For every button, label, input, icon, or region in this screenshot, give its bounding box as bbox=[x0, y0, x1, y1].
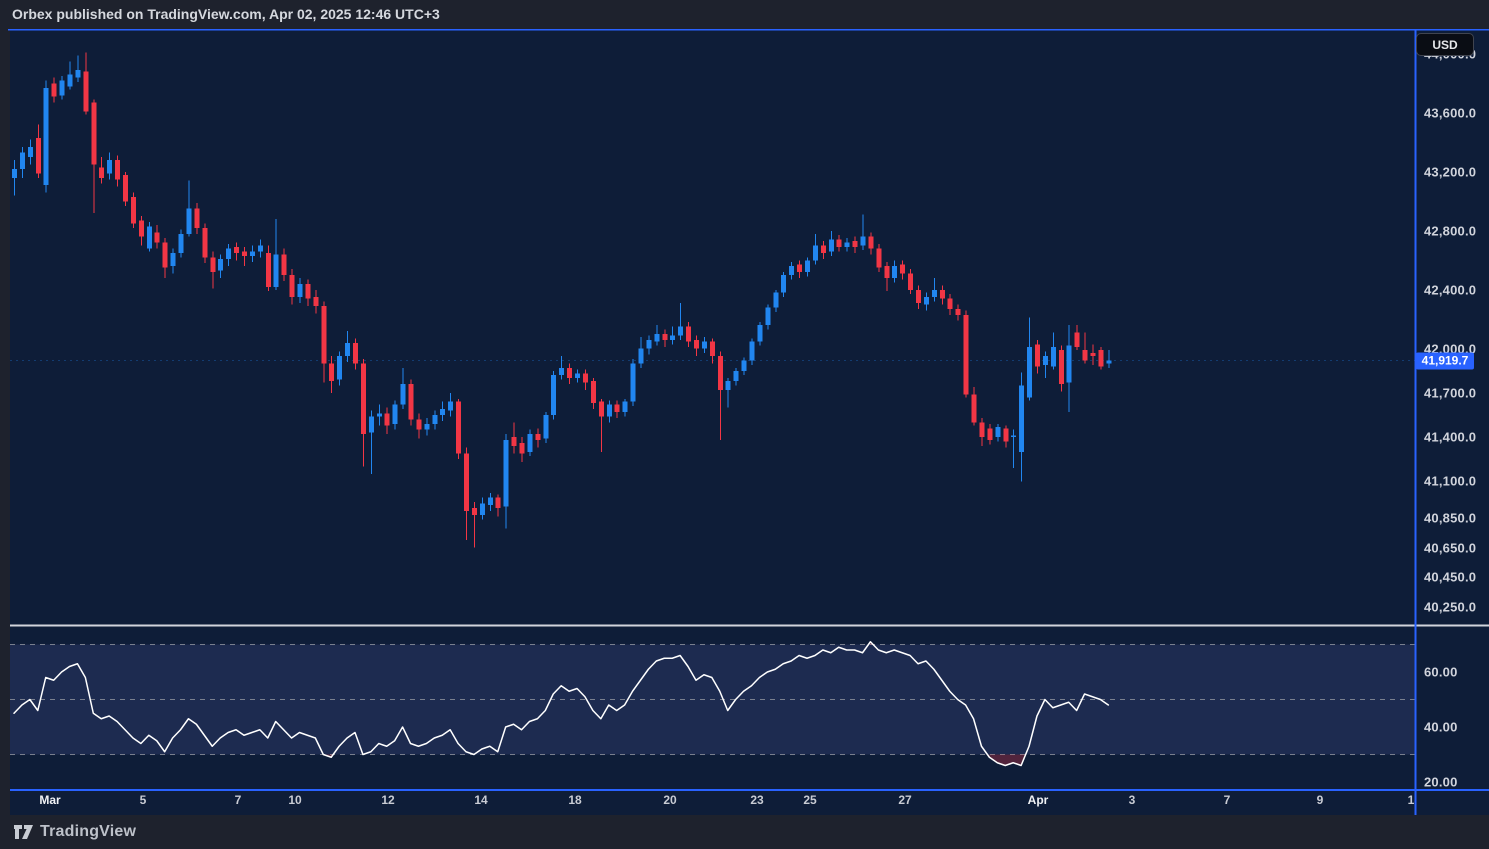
price-axis-label: 41,400.0 bbox=[1424, 429, 1477, 445]
rsi-axis-label: 20.00 bbox=[1424, 774, 1458, 790]
price-axis-label: 40,650.0 bbox=[1424, 540, 1477, 556]
time-axis-label: Mar bbox=[39, 793, 61, 807]
price-axis-label: 41,700.0 bbox=[1424, 385, 1477, 401]
time-axis-label: 9 bbox=[1316, 793, 1324, 807]
time-axis-label: 7 bbox=[234, 793, 242, 807]
time-axis-label: 20 bbox=[663, 793, 677, 807]
rsi-axis-label: 40.00 bbox=[1424, 719, 1458, 735]
time-axis-label: 25 bbox=[803, 793, 817, 807]
publish-header-text: Orbex published on TradingView.com, Apr … bbox=[12, 6, 440, 22]
price-axis-label: 42,400.0 bbox=[1424, 282, 1477, 298]
tradingview-footer: TradingView bbox=[0, 815, 1489, 849]
time-axis-label: 18 bbox=[568, 793, 582, 807]
tradingview-logo-text[interactable]: TradingView bbox=[40, 823, 137, 840]
publish-header: Orbex published on TradingView.com, Apr … bbox=[0, 0, 1489, 29]
price-axis-label: 40,450.0 bbox=[1424, 569, 1477, 585]
price-axis-label: 42,800.0 bbox=[1424, 223, 1477, 239]
price-axis-label: 40,250.0 bbox=[1424, 599, 1477, 615]
time-axis-label: 10 bbox=[288, 793, 302, 807]
rsi-axis-label: 60.00 bbox=[1424, 664, 1458, 680]
time-axis-label: 3 bbox=[1128, 793, 1136, 807]
tradingview-logo-icon[interactable] bbox=[14, 824, 33, 840]
price-axis-label: 40,850.0 bbox=[1424, 510, 1477, 526]
time-axis-label: 1 bbox=[1407, 793, 1415, 807]
time-axis-label: 7 bbox=[1223, 793, 1231, 807]
currency-toggle-button[interactable]: USD bbox=[1416, 33, 1474, 56]
last-price-label: 41,919.7 bbox=[1416, 352, 1474, 370]
price-axis-label: 43,200.0 bbox=[1424, 164, 1477, 180]
time-axis-label: 14 bbox=[474, 793, 488, 807]
time-axis-label: 12 bbox=[381, 793, 395, 807]
price-axis-label: 43,600.0 bbox=[1424, 105, 1477, 121]
time-axis-label: Apr bbox=[1027, 793, 1049, 807]
time-axis-label: 5 bbox=[139, 793, 147, 807]
time-axis-label: 23 bbox=[750, 793, 764, 807]
price-axis-label: 41,100.0 bbox=[1424, 473, 1477, 489]
time-axis-label: 27 bbox=[898, 793, 912, 807]
